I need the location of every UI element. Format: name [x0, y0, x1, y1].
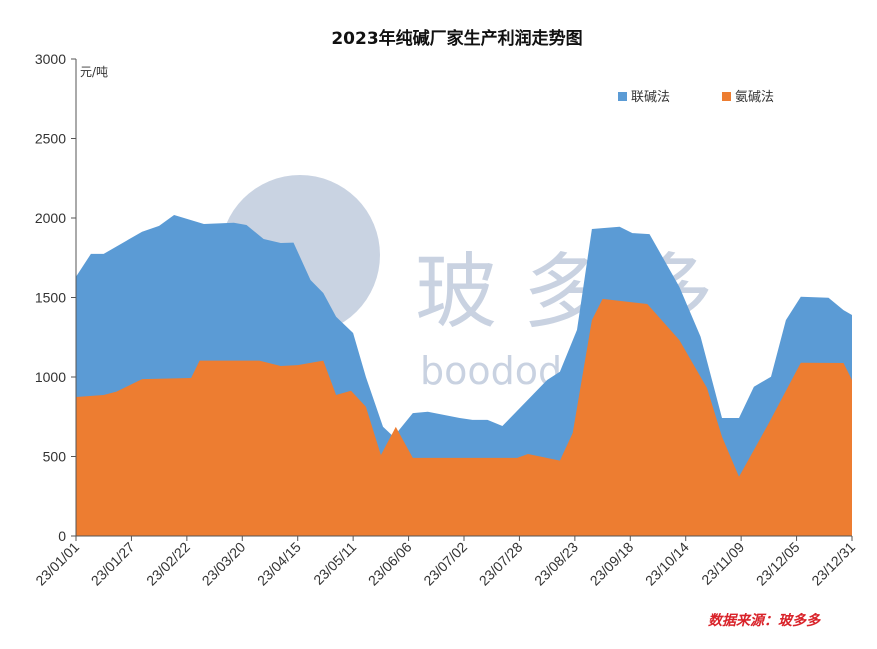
x-tick-label: 23/09/18 [587, 539, 637, 589]
x-tick-label: 23/01/27 [88, 539, 138, 589]
legend-label-anjian: 氨碱法 [735, 90, 774, 105]
y-tick-label: 0 [58, 528, 66, 544]
x-tick-label: 23/08/23 [531, 539, 581, 589]
y-axis-unit: 元/吨 [80, 65, 108, 79]
x-tick-label: 23/06/06 [365, 539, 415, 589]
y-tick-label: 1000 [35, 369, 66, 385]
x-tick-label: 23/05/11 [310, 539, 359, 588]
y-tick-label: 2500 [35, 131, 66, 147]
x-tick-label: 23/12/31 [808, 539, 858, 589]
y-tick-label: 1500 [35, 290, 66, 306]
x-tick-label: 23/11/09 [698, 539, 747, 588]
y-tick-label: 2000 [35, 210, 66, 226]
x-tick-label: 23/01/01 [32, 539, 82, 589]
x-tick-label: 23/04/15 [254, 539, 304, 589]
y-tick-label: 500 [43, 449, 67, 465]
y-tick-label: 3000 [35, 51, 66, 67]
legend-swatch-anjian [722, 92, 731, 101]
legend: 联碱法 氨碱法 [618, 90, 774, 105]
area-series-anjian [76, 298, 852, 536]
legend-label-lianjian: 联碱法 [631, 90, 670, 105]
x-tick-label: 23/12/05 [753, 539, 803, 589]
x-tick-label: 23/02/22 [143, 539, 193, 589]
x-tick-label: 23/07/28 [476, 539, 526, 589]
legend-swatch-lianjian [618, 92, 627, 101]
x-tick-label: 23/03/20 [199, 539, 249, 589]
data-source: 数据来源：玻多多 [708, 612, 821, 629]
x-tick-label: 23/07/02 [420, 539, 470, 589]
chart-title: 2023年纯碱厂家生产利润走势图 [331, 28, 582, 49]
x-tick-label: 23/10/14 [642, 539, 692, 589]
watermark-latin: boodod [420, 349, 562, 393]
